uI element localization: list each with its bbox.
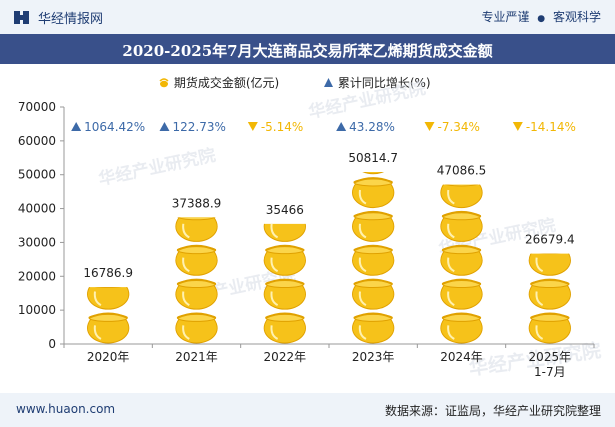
x-tick-label: 2024年: [440, 350, 483, 364]
slogan-left: 专业严谨: [481, 10, 530, 24]
growth-down-marker: [247, 122, 258, 131]
growth-down-marker: [512, 122, 523, 131]
growth-up-marker: [336, 122, 347, 131]
amount-data-label: 35466: [266, 203, 304, 217]
y-tick-label: 70000: [18, 100, 56, 114]
legend-item-growth: 累计同比增长(%): [323, 74, 431, 91]
amount-bar: [440, 184, 483, 344]
pot-icon: [175, 278, 218, 310]
pot-icon: [528, 312, 571, 344]
pot-icon: [352, 312, 395, 344]
pot-icon: [352, 210, 395, 242]
pot-icon: [159, 78, 169, 88]
growth-up-marker: [71, 122, 82, 131]
footer-site: www.huaon.com: [16, 402, 116, 416]
x-tick-label: 1-7月: [534, 365, 566, 379]
pot-icon: [528, 253, 571, 276]
pot-icon: [263, 312, 306, 344]
growth-data-label: 43.28%: [349, 120, 395, 134]
legend-item-amount: 期货成交金额(亿元): [158, 74, 279, 91]
amount-bar: [87, 287, 130, 344]
footer-bar: [0, 393, 615, 427]
pot-icon: [87, 287, 130, 310]
pot-icon: [440, 278, 483, 310]
brand-name: 华经情报网: [38, 12, 104, 27]
pot-icon: [352, 244, 395, 276]
legend-label-growth: 累计同比增长(%): [337, 76, 431, 90]
x-tick-label: 2025年: [529, 350, 572, 364]
pot-icon: [263, 244, 306, 276]
legend-label-amount: 期货成交金额(亿元): [173, 76, 280, 90]
pot-icon: [440, 184, 483, 209]
pot-icon: [528, 278, 571, 310]
logo-icon: [14, 11, 29, 24]
amount-data-label: 50814.7: [348, 151, 398, 165]
amount-bar: [352, 171, 395, 344]
growth-data-label: 122.73%: [173, 120, 226, 134]
growth-data-label: 1064.42%: [84, 120, 145, 134]
growth-data-label: -5.14%: [261, 120, 303, 134]
pot-icon: [175, 312, 218, 344]
growth-up-marker: [159, 122, 170, 131]
y-tick-label: 40000: [18, 202, 56, 216]
slogan: 专业严谨 ● 客观科学: [481, 8, 601, 25]
growth-data-label: -14.14%: [526, 120, 576, 134]
x-tick-label: 2023年: [352, 350, 395, 364]
amount-bar: [263, 223, 306, 344]
footer-source: 数据来源：证监局，华经产业研究院整理: [384, 404, 601, 418]
pot-icon: [440, 312, 483, 344]
pot-icon: [362, 171, 385, 175]
slogan-separator: ●: [537, 14, 546, 24]
y-tick-label: 50000: [18, 168, 56, 182]
amount-data-label: 16786.9: [83, 266, 133, 280]
pot-icon: [175, 217, 218, 242]
y-tick-label: 20000: [18, 269, 56, 283]
amount-bar: [528, 253, 571, 344]
amount-bar: [175, 217, 218, 344]
x-tick-label: 2021年: [175, 350, 218, 364]
watermark-text: 华经产业研究院: [97, 145, 218, 190]
watermark-text: 华经产业研究院: [307, 78, 428, 123]
pot-icon: [263, 278, 306, 310]
triangle-icon: [324, 78, 333, 87]
legend: 期货成交金额(亿元) 累计同比增长(%): [0, 74, 615, 94]
x-tick-label: 2022年: [264, 350, 307, 364]
chart-area: 华经产业研究院华经产业研究院华经产业研究院华经产业研究院华经产业研究院01000…: [18, 78, 603, 380]
pot-icon: [440, 210, 483, 242]
growth-down-marker: [424, 122, 435, 131]
pot-icon: [352, 278, 395, 310]
pot-icon: [352, 177, 395, 209]
y-tick-label: 30000: [18, 235, 56, 249]
slogan-right: 客观科学: [552, 10, 601, 24]
pot-icon: [87, 312, 130, 344]
x-tick-label: 2020年: [87, 350, 130, 364]
amount-data-label: 47086.5: [437, 164, 487, 178]
pot-icon: [263, 223, 306, 242]
y-tick-label: 10000: [18, 303, 56, 317]
title-bar: [0, 34, 615, 64]
pot-icon: [440, 244, 483, 276]
y-tick-label: 0: [48, 337, 56, 351]
y-tick-label: 60000: [18, 134, 56, 148]
top-bar: [0, 0, 615, 34]
amount-data-label: 37388.9: [172, 196, 222, 210]
pot-icon: [175, 244, 218, 276]
growth-data-label: -7.34%: [438, 120, 480, 134]
chart-title: 2020-2025年7月大连商品交易所苯乙烯期货成交金额: [122, 42, 493, 60]
amount-data-label: 26679.4: [525, 233, 575, 247]
